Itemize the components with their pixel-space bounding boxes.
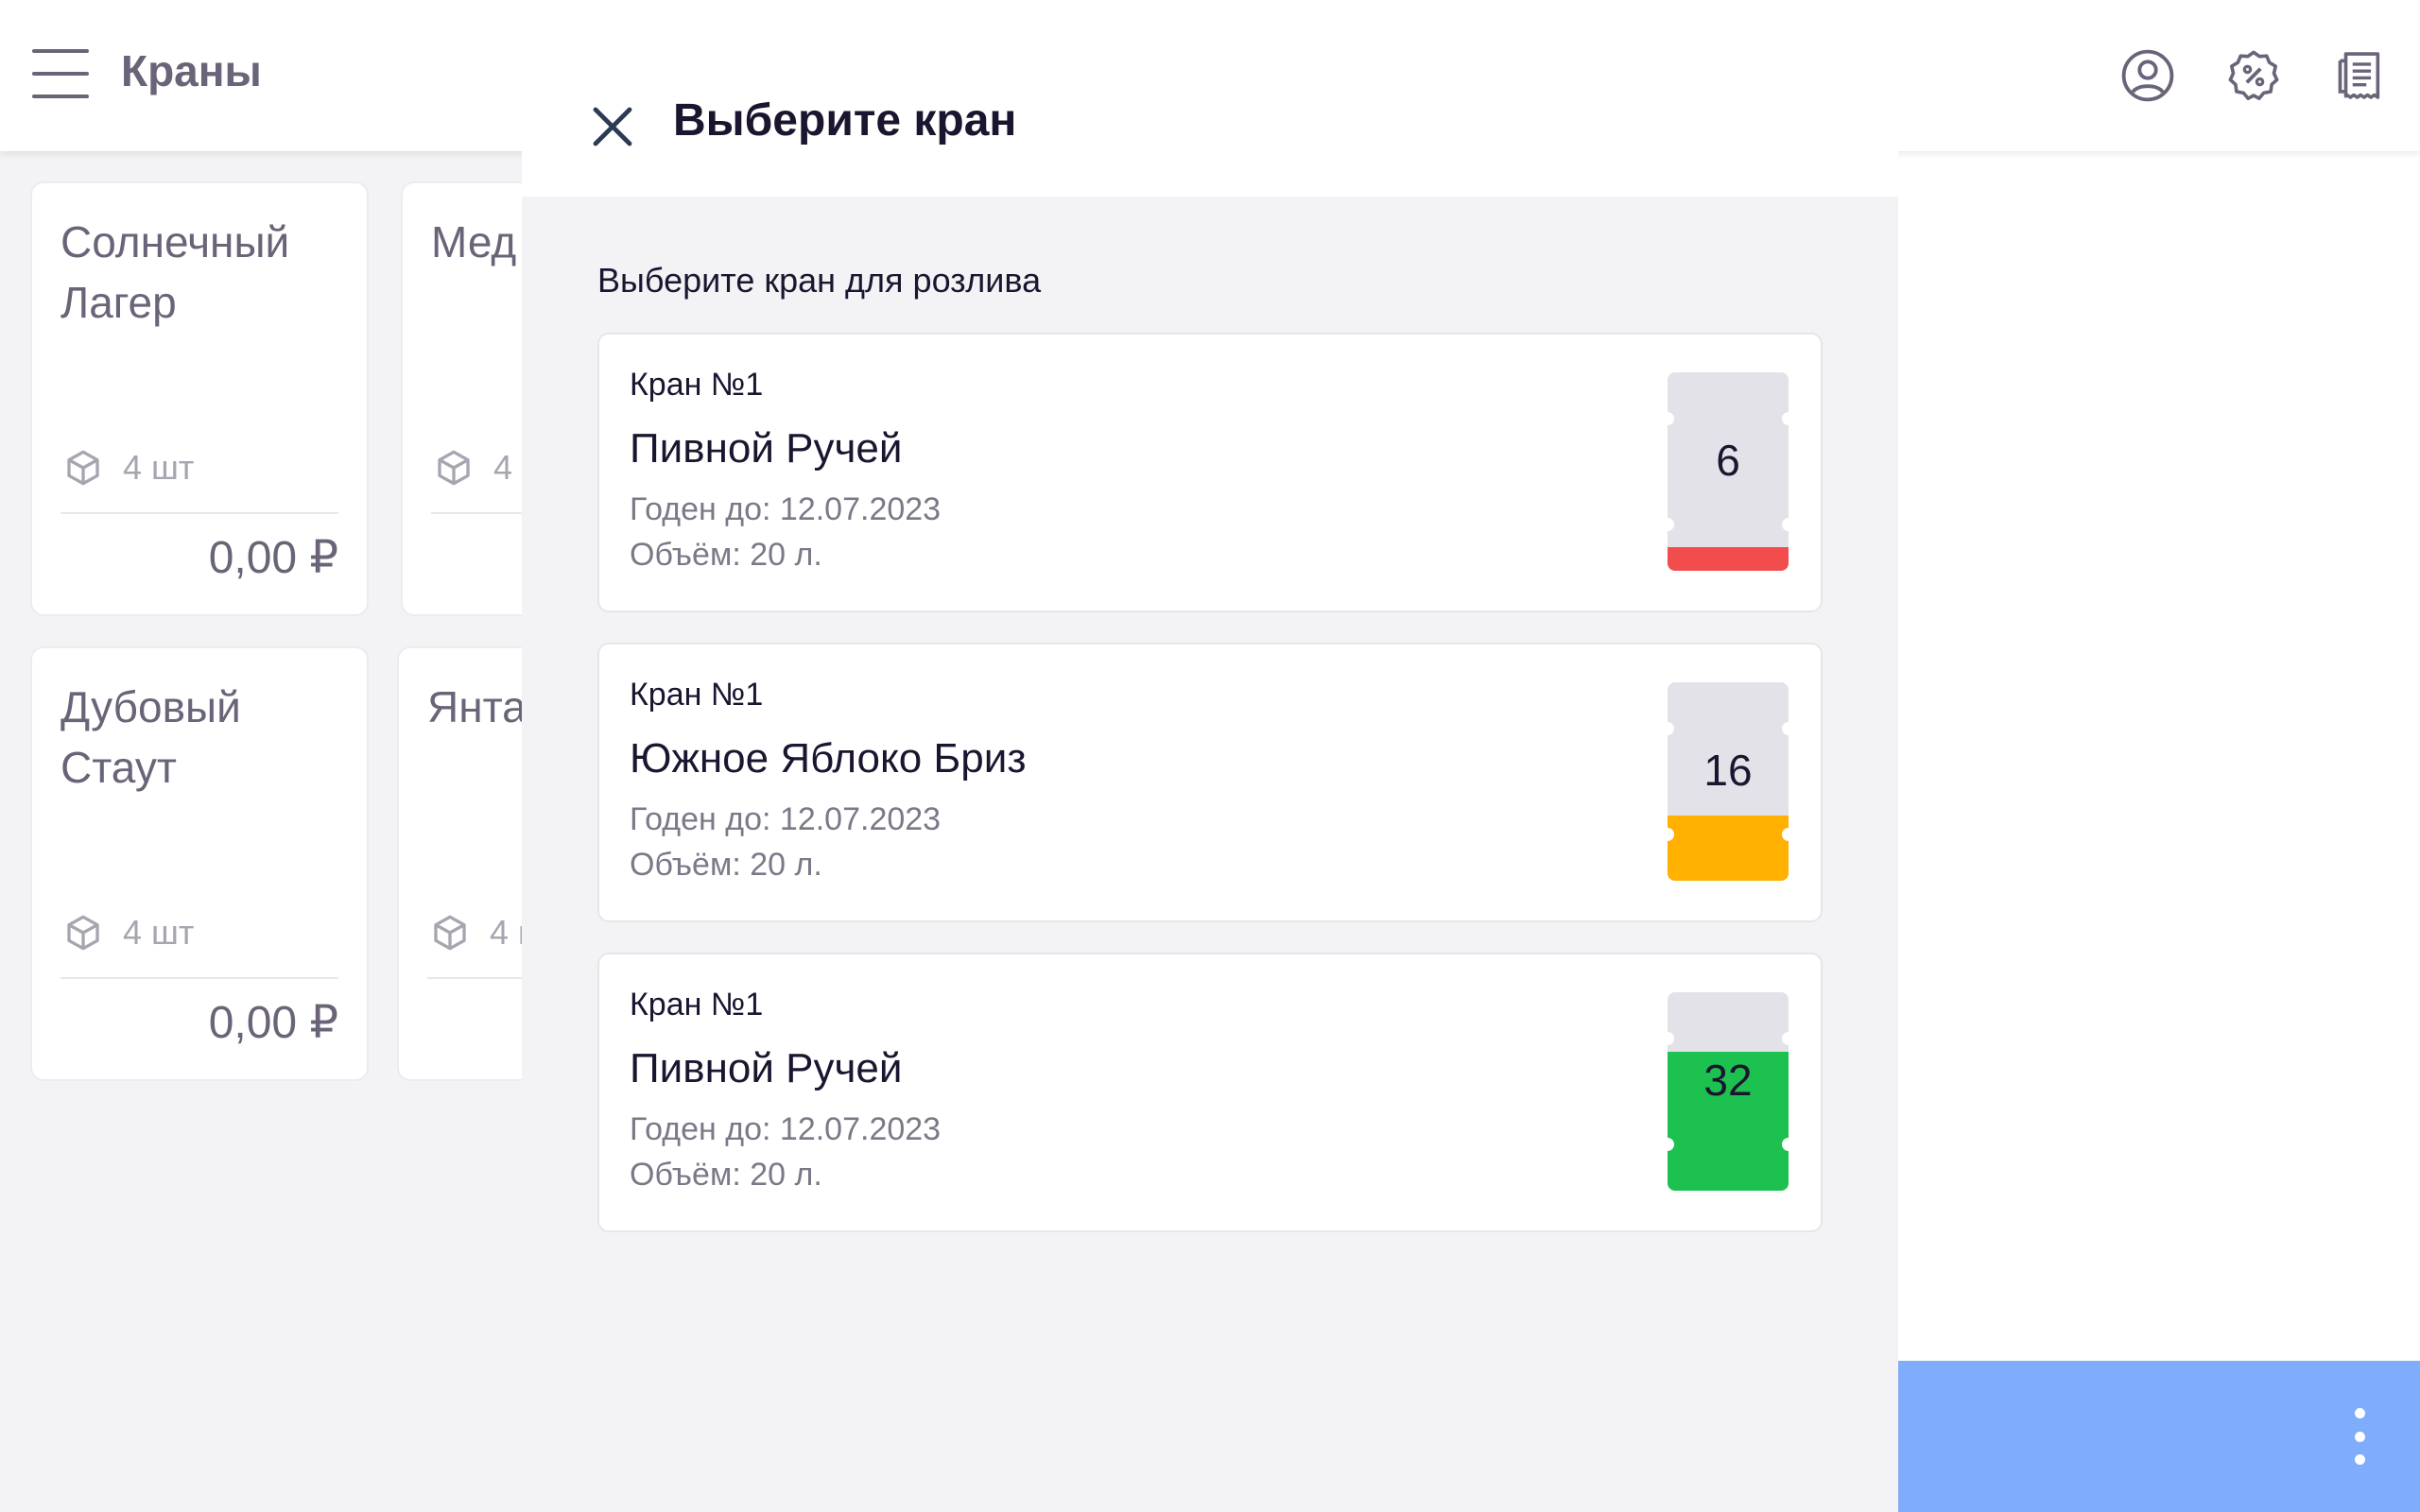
product-name: Солнечный Лагер: [60, 217, 290, 327]
package-icon: [438, 450, 470, 486]
dialog-subtitle: Выберите кран для розлива: [597, 261, 1042, 300]
tap-volume: Объём: 20 л.: [630, 1157, 822, 1193]
tap-beer-name: Пивной Ручей: [630, 1045, 903, 1091]
keg-level-indicator: 16: [1668, 682, 1789, 881]
product-card[interactable]: Дубовый Стаут 4 шт 0,00 ₽: [30, 646, 369, 1081]
hamburger-menu-icon[interactable]: [32, 49, 89, 98]
keg-notch: [1782, 828, 1789, 841]
close-icon[interactable]: [582, 96, 643, 157]
tap-expiry-date: Годен до: 12.07.2023: [630, 801, 942, 837]
keg-level-fill: [1668, 1052, 1789, 1191]
tap-option-card[interactable]: Кран №1 Пивной Ручей Годен до: 12.07.202…: [597, 333, 1823, 612]
keg-notch: [1782, 1138, 1789, 1151]
dialog-header: Выберите кран: [522, 0, 1898, 197]
keg-level-fill: [1668, 815, 1789, 881]
receipt-icon[interactable]: [2329, 45, 2390, 106]
tap-beer-name: Южное Яблоко Бриз: [630, 735, 1027, 782]
tap-beer-name: Пивной Ручей: [630, 425, 903, 472]
product-stock: 4 шт: [64, 913, 194, 953]
product-stock: 4 шт: [64, 448, 194, 488]
package-icon: [434, 915, 466, 951]
keg-level-indicator: 32: [1668, 992, 1789, 1191]
product-stock: 4: [435, 448, 512, 488]
package-icon: [67, 450, 99, 486]
keg-notch: [1668, 1032, 1674, 1045]
package-icon: [67, 915, 99, 951]
tap-expiry-date: Годен до: 12.07.2023: [630, 491, 942, 527]
cart-panel: [1898, 151, 2420, 1361]
keg-notch: [1668, 722, 1674, 735]
more-options-icon[interactable]: [2344, 1408, 2375, 1465]
tap-option-card[interactable]: Кран №1 Пивной Ручей Годен до: 12.07.202…: [597, 953, 1823, 1232]
keg-level-value: 32: [1703, 1056, 1753, 1105]
page-title: Краны: [121, 46, 262, 95]
keg-notch: [1782, 722, 1789, 735]
select-tap-dialog: Выберите кран Выберите кран для розлива …: [522, 0, 1898, 1512]
product-stock-value: 4 шт: [123, 448, 195, 487]
keg-notch: [1782, 518, 1789, 531]
keg-level-value: 6: [1716, 436, 1740, 485]
keg-notch: [1668, 412, 1674, 425]
keg-notch: [1668, 1138, 1674, 1151]
tap-volume: Объём: 20 л.: [630, 537, 822, 573]
product-stock-value: 4 шт: [123, 913, 195, 952]
tap-number: Кран №1: [630, 677, 764, 713]
keg-level-fill: [1668, 546, 1789, 571]
product-price: 0,00 ₽: [208, 998, 338, 1048]
tap-expiry-date: Годен до: 12.07.2023: [630, 1111, 942, 1147]
discount-badge-icon[interactable]: [2223, 45, 2284, 106]
checkout-bar[interactable]: [1898, 1361, 2420, 1512]
divider: [60, 977, 338, 979]
keg-notch: [1782, 1032, 1789, 1045]
product-stock-value: 4: [493, 448, 513, 487]
tap-volume: Объём: 20 л.: [630, 847, 822, 883]
tap-number: Кран №1: [630, 987, 764, 1022]
user-profile-icon[interactable]: [2118, 45, 2178, 106]
keg-notch: [1782, 412, 1789, 425]
tap-option-card[interactable]: Кран №1 Южное Яблоко Бриз Годен до: 12.0…: [597, 643, 1823, 922]
product-price: 0,00 ₽: [208, 533, 338, 583]
keg-level-indicator: 6: [1668, 372, 1789, 571]
keg-notch: [1668, 828, 1674, 841]
product-card[interactable]: Солнечный Лагер 4 шт 0,00 ₽: [30, 181, 369, 616]
divider: [60, 512, 338, 514]
dialog-title: Выберите кран: [673, 95, 1017, 146]
tap-number: Кран №1: [630, 367, 764, 403]
product-name: Дубовый Стаут: [60, 682, 241, 792]
keg-notch: [1668, 518, 1674, 531]
keg-level-value: 16: [1703, 746, 1753, 795]
